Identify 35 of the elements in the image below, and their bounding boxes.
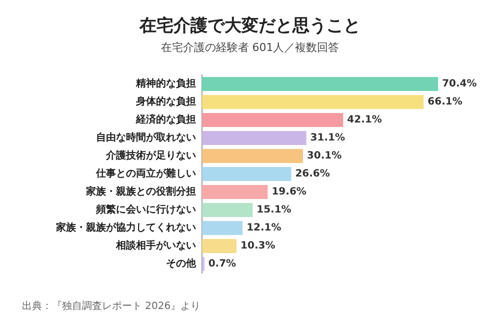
- bar: [202, 184, 268, 200]
- data-label: 0.7%: [208, 258, 236, 270]
- data-label: 15.1%: [256, 204, 292, 216]
- source-note: 出典：『独自調査レポート 2026』より: [22, 300, 201, 313]
- bar: [202, 112, 344, 128]
- chart-subtitle: 在宅介護の経験者 601人／複数回答: [160, 40, 340, 55]
- y-tick-label: 経済的な負担: [135, 114, 196, 126]
- bar: [202, 94, 424, 110]
- data-label: 31.1%: [310, 132, 345, 144]
- data-label: 42.1%: [347, 114, 382, 126]
- data-label: 70.4%: [442, 78, 477, 90]
- bar: [202, 76, 438, 92]
- bar: [202, 130, 306, 146]
- y-tick-label: 介護技術が足りない: [105, 150, 196, 162]
- data-label: 10.3%: [240, 240, 276, 252]
- y-tick-label: その他: [166, 258, 197, 270]
- bar: [202, 148, 303, 164]
- y-tick-label: 精神的な負担: [135, 78, 196, 90]
- y-tick-label: 頻繁に会いに行けない: [95, 204, 196, 216]
- y-tick-label: 仕事との両立が難しい: [95, 168, 196, 180]
- data-label: 12.1%: [246, 222, 282, 234]
- bar: [202, 220, 243, 236]
- y-tick-label: 相談相手がいない: [115, 240, 196, 252]
- y-tick-label: 身体的な負担: [135, 96, 196, 108]
- bar: [202, 166, 292, 182]
- bar: [202, 238, 237, 254]
- bar: [202, 202, 253, 218]
- y-tick-label: 家族・親族が協力してくれない: [55, 222, 196, 234]
- data-label: 26.6%: [295, 168, 330, 180]
- y-tick-label: 家族・親族との役割分担: [85, 186, 196, 198]
- y-tick-label: 自由な時間が取れない: [96, 132, 196, 144]
- data-label: 66.1%: [428, 96, 462, 108]
- data-label: 30.1%: [306, 150, 342, 162]
- chart-title: 在宅介護で大変だと思うこと: [138, 15, 362, 37]
- data-label: 19.6%: [272, 186, 306, 198]
